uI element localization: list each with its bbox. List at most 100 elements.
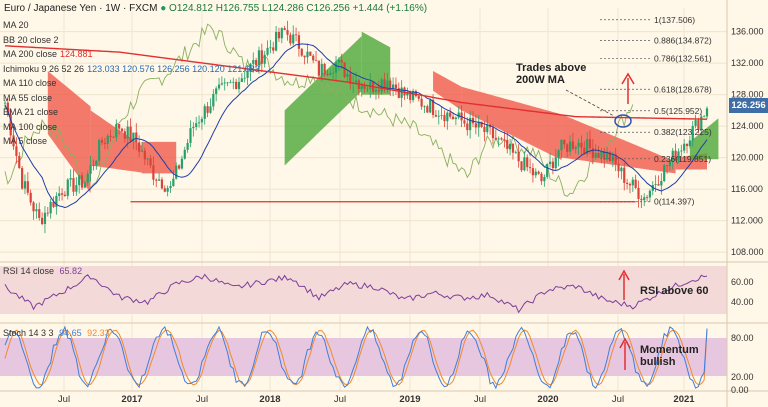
candle-body	[437, 115, 440, 117]
candle-body	[149, 158, 152, 166]
price-axis-ticks: 136.000 132.000 128.000 124.000 120.000 116.0…	[731, 27, 764, 258]
candle-body	[206, 106, 209, 113]
candle-body	[163, 188, 166, 192]
candle-body	[60, 193, 64, 195]
candle-body	[100, 140, 104, 143]
candle-body	[277, 31, 281, 39]
candle-body	[674, 150, 677, 161]
candle-body	[469, 117, 472, 131]
candle-body	[369, 81, 372, 89]
candle-body	[586, 139, 589, 155]
candle-body	[12, 135, 15, 147]
legend-label: MA 55 close	[3, 92, 53, 103]
candle-body	[531, 168, 535, 176]
candle-body	[89, 165, 92, 174]
candle-body	[680, 150, 683, 152]
candle-body	[332, 72, 335, 74]
candle-body	[223, 82, 226, 84]
candle-body	[120, 128, 124, 132]
fib-label: 0.5(125.952)	[654, 106, 702, 116]
candle-body	[389, 80, 392, 89]
legend-row[interactable]: MA 110 close	[3, 78, 62, 88]
candle-body	[38, 209, 41, 218]
symbol-name[interactable]: Euro / Japanese Yen	[4, 3, 97, 14]
rsi-arrow	[618, 269, 630, 300]
candle-body	[474, 123, 477, 128]
price-tick-label: 108.000	[731, 247, 764, 257]
candle-body	[705, 108, 709, 117]
candle-body	[391, 84, 395, 89]
fib-label: 1(137.506)	[654, 15, 695, 25]
legend-values: 124.881	[60, 49, 93, 59]
candle-body	[500, 138, 503, 140]
candle-body	[411, 91, 415, 101]
price-tick-label: 136.000	[731, 27, 764, 37]
candle-body	[597, 152, 600, 158]
legend-row[interactable]: MA 55 close	[3, 93, 58, 103]
legend-row[interactable]: MA 200 close 124.881	[3, 49, 96, 59]
stoch-arrow	[619, 337, 631, 370]
candle-body	[126, 126, 129, 139]
candle-body	[363, 85, 366, 89]
candle-body	[623, 167, 626, 183]
legend-row[interactable]: EMA 21 close	[3, 107, 64, 117]
interval[interactable]: 1W	[105, 3, 121, 14]
candle-body	[66, 179, 69, 196]
trades-above-line2: 200W MA	[516, 74, 565, 86]
candle-body	[312, 55, 315, 61]
candle-body	[272, 47, 275, 51]
candle-body	[354, 80, 358, 83]
candles	[3, 20, 709, 234]
open-value: O124.812	[169, 3, 213, 14]
stoch-tick-label: 20.00	[731, 372, 754, 382]
candle-body	[625, 182, 629, 184]
candle-body	[383, 79, 386, 88]
candle-body	[180, 158, 184, 169]
candle-body	[340, 60, 343, 63]
legend-row[interactable]: MA 100 close	[3, 122, 63, 132]
candle-body	[212, 93, 215, 107]
time-tick-label: Jul	[612, 394, 624, 405]
time-axis-ticks: Jul 2017 Jul 2018 Jul 2019 Jul 2020 Jul 2021	[58, 394, 695, 405]
candle-body	[69, 178, 72, 180]
time-tick-label: Jul	[474, 394, 486, 405]
fib-label: 0.236(119.851)	[654, 154, 711, 164]
candle-body	[477, 121, 480, 128]
trades-above-pointer	[565, 89, 615, 117]
candle-body	[95, 160, 98, 166]
candle-body	[169, 185, 172, 189]
candle-body	[483, 126, 486, 133]
time-tick-label: 2018	[259, 394, 280, 405]
rsi-axis-ticks: 60.00 40.00	[731, 277, 754, 307]
candle-body	[118, 124, 121, 129]
change-value: +1.444 (+1.16%)	[352, 3, 428, 14]
candle-body	[146, 158, 149, 160]
candle-body	[303, 55, 306, 58]
fib-label: 0.886(134.872)	[654, 36, 712, 46]
candle-body	[463, 120, 466, 124]
candle-body	[83, 182, 87, 188]
candle-body	[143, 150, 146, 160]
candle-body	[429, 99, 432, 113]
legend-row[interactable]: Ichimoku 9 26 52 26 123.033 120.576 126.2…	[3, 64, 263, 74]
candle-body	[537, 171, 540, 174]
candle-body	[15, 146, 18, 156]
candle-body	[260, 50, 263, 64]
candle-body	[380, 79, 383, 92]
candle-body	[177, 165, 181, 169]
trades-above-line1: Trades above	[516, 62, 587, 74]
legend-label: MA 200 close	[3, 49, 58, 59]
candle-body	[665, 165, 669, 167]
high-value: H126.755	[215, 3, 260, 14]
candle-body	[631, 179, 634, 186]
candle-body	[526, 157, 529, 168]
rsi-note: RSI above 60	[640, 285, 709, 297]
stoch-note-line1: Momentum	[640, 344, 699, 356]
legend-row[interactable]: MA 5 close	[3, 136, 53, 146]
legend-row[interactable]: MA 20	[3, 20, 35, 30]
legend-row[interactable]: BB 20 close 2	[3, 35, 65, 45]
candle-body	[657, 184, 660, 186]
rsi-label: RSI 14 close	[3, 266, 55, 276]
candle-body	[608, 152, 612, 161]
